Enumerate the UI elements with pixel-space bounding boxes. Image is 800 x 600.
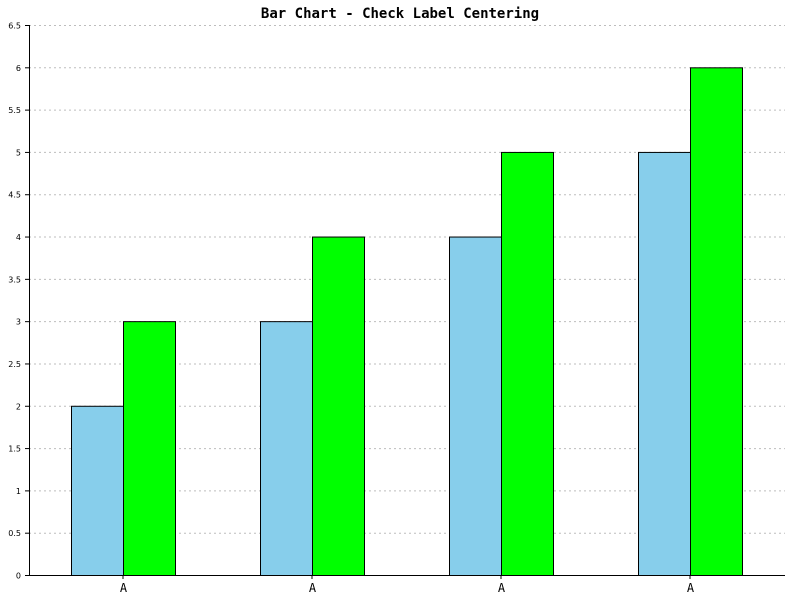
bar-series-2-cat-4 bbox=[690, 67, 743, 577]
y-tick-label: 2 bbox=[16, 402, 21, 411]
y-tick-label: 3.5 bbox=[8, 275, 21, 284]
y-tick-label: 6 bbox=[16, 64, 21, 73]
bar-series-2-cat-2 bbox=[312, 236, 365, 577]
bar-series-1-cat-4 bbox=[638, 151, 691, 577]
y-tick-label: 5 bbox=[16, 148, 21, 157]
bar-series-1-cat-3 bbox=[449, 236, 502, 577]
y-tick-label: 4 bbox=[16, 233, 21, 242]
chart-title: Bar Chart - Check Label Centering bbox=[261, 6, 539, 22]
axes bbox=[25, 25, 785, 579]
y-tick-label: 4.5 bbox=[8, 191, 21, 200]
x-tick-label: A bbox=[687, 581, 695, 595]
y-tick-label: 0.5 bbox=[8, 529, 21, 538]
bar-series-1-cat-1 bbox=[71, 405, 124, 576]
y-tick-label: 1 bbox=[16, 487, 21, 496]
y-tick-label: 0 bbox=[16, 572, 21, 581]
bar-series-2-cat-3 bbox=[501, 151, 554, 577]
bar-series-1-cat-2 bbox=[260, 321, 313, 576]
x-tick-label: A bbox=[120, 581, 128, 595]
x-tick-label: A bbox=[498, 581, 506, 595]
y-tick-label: 3 bbox=[16, 318, 21, 327]
y-tick-label: 2.5 bbox=[8, 360, 21, 369]
bars bbox=[71, 67, 743, 577]
y-tick-label: 5.5 bbox=[8, 106, 21, 115]
y-tick-labels: 0 0.5 1 1.5 2 2.5 3 3.5 4 4.5 5 5.5 6 6.5 bbox=[8, 22, 21, 581]
x-tick-label: A bbox=[309, 581, 317, 595]
y-tick-label: 1.5 bbox=[8, 445, 21, 454]
y-tick-label: 6.5 bbox=[8, 22, 21, 31]
bar-series-2-cat-1 bbox=[123, 321, 176, 576]
